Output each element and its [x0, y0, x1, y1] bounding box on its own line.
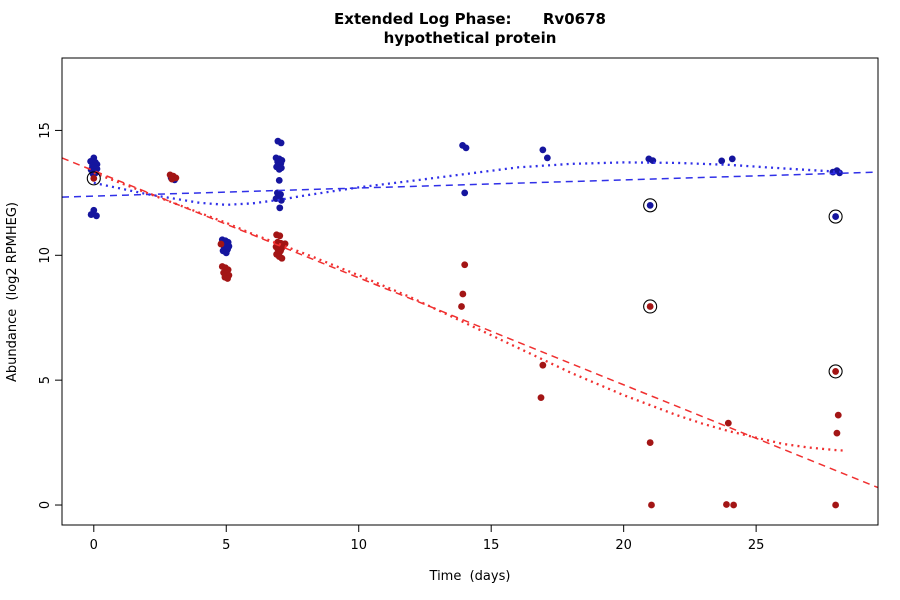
outlined-point-ring [828, 209, 843, 224]
chart-title-line1: Extended Log Phase: Rv0678 [334, 10, 606, 28]
outlined-point-dot [832, 368, 840, 375]
outlined-point-dot [646, 201, 654, 209]
x-tick-label: 25 [748, 538, 765, 553]
blue-points [718, 157, 726, 165]
blue-points [461, 189, 469, 197]
red-points [833, 429, 841, 437]
outlined-point-ring [828, 364, 843, 379]
y-tick-label: 0 [38, 501, 53, 509]
red-points [537, 394, 545, 402]
chart-title-line2: hypothetical protein [384, 29, 557, 47]
red-points [224, 275, 231, 282]
red-points [168, 175, 176, 183]
x-tick-label: 15 [483, 538, 500, 553]
red-points [648, 501, 655, 509]
red-points [723, 501, 730, 508]
red-points [539, 361, 547, 369]
outlined-point-dot [90, 174, 98, 182]
red-points [276, 232, 284, 240]
blue-points [728, 155, 736, 163]
outlined-point-ring [643, 198, 658, 213]
x-tick-label: 0 [90, 538, 98, 553]
x-axis-label: Time (days) [429, 569, 511, 584]
red-smooth-fit [93, 171, 844, 452]
blue-points [277, 139, 285, 147]
plot-layer: 0 5 10 15 20 25 0 5 10 15 [38, 57, 879, 553]
blue-points [539, 146, 547, 154]
blue-points [543, 154, 551, 162]
red-points [730, 501, 738, 509]
blue-points [93, 212, 100, 220]
x-tick-label: 5 [222, 538, 230, 553]
red-points [459, 290, 467, 298]
y-axis-label: Abundance (log2 RPMHEG) [5, 202, 20, 382]
red-points [458, 303, 465, 310]
x-tick-label: 20 [615, 538, 632, 553]
blue-points [87, 211, 95, 218]
red-points [461, 261, 469, 269]
blue-smooth-fit [93, 161, 844, 206]
blue-points [462, 144, 470, 152]
outlined-point-dot [646, 303, 654, 310]
blue-points [275, 176, 283, 184]
blue-points [277, 196, 285, 204]
red-points [834, 411, 842, 419]
red-points [217, 240, 225, 248]
blue-points [276, 204, 284, 212]
x-tick-label: 10 [350, 538, 367, 553]
red-points [278, 254, 286, 262]
y-tick-label: 15 [38, 122, 53, 139]
red-points [832, 501, 840, 509]
outlined-point-ring [643, 299, 658, 314]
plot-border [61, 57, 879, 526]
y-tick-label: 5 [38, 376, 53, 384]
red-points [646, 439, 654, 446]
blue-points [275, 165, 283, 173]
y-tick-label: 10 [38, 247, 53, 264]
red-points [724, 419, 732, 427]
outlined-point-dot [832, 213, 840, 220]
blue-points [222, 249, 230, 257]
blue-linear-fit [61, 171, 879, 198]
outlined-point-ring [86, 171, 101, 186]
